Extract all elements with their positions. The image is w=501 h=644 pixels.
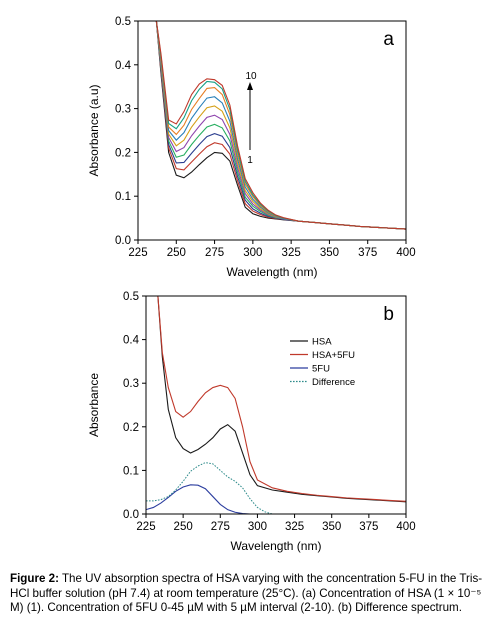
series-line-1 bbox=[155, 21, 406, 230]
x-tick-label: 350 bbox=[322, 521, 341, 533]
x-tick-label: 400 bbox=[396, 247, 415, 259]
panel-label: a bbox=[383, 29, 394, 50]
x-tick-label: 225 bbox=[128, 247, 147, 259]
series-line-difference bbox=[146, 462, 273, 514]
x-tick-label: 325 bbox=[285, 521, 304, 533]
y-tick-label: 0.0 bbox=[123, 509, 139, 521]
x-tick-label: 400 bbox=[396, 521, 415, 533]
y-tick-label: 0.2 bbox=[115, 147, 131, 159]
series-line-7 bbox=[155, 21, 406, 230]
series-line-8 bbox=[155, 21, 406, 230]
legend-label: Difference bbox=[312, 377, 355, 388]
x-tick-label: 225 bbox=[136, 521, 155, 533]
x-tick-label: 350 bbox=[320, 247, 339, 259]
legend-label: HSA+5FU bbox=[312, 350, 355, 361]
caption-lead: Figure 2: bbox=[10, 572, 59, 585]
plot-frame bbox=[145, 295, 407, 515]
annotation-arrow-head bbox=[247, 82, 253, 90]
caption-text: The UV absorption spectra of HSA varying… bbox=[10, 572, 483, 614]
x-tick-label: 375 bbox=[359, 521, 378, 533]
y-axis-label: Absorbance (a.u) bbox=[87, 84, 101, 176]
x-tick-label: 275 bbox=[205, 247, 224, 259]
series-line-6 bbox=[155, 21, 406, 230]
series-line-hsa bbox=[157, 296, 406, 503]
x-axis-label: Wavelength (nm) bbox=[231, 539, 322, 553]
figure-caption: Figure 2: The UV absorption spectra of H… bbox=[10, 572, 494, 616]
series-line-9 bbox=[155, 21, 406, 230]
series-line-10 bbox=[155, 21, 406, 230]
x-tick-label: 250 bbox=[167, 247, 186, 259]
x-axis-label: Wavelength (nm) bbox=[227, 265, 318, 279]
series-line-hsa-5fu bbox=[157, 296, 406, 502]
panel-a: 225 250 275 300 325 350 375 400 0.0 0.1 0.2 0.3 0.4 0… bbox=[87, 16, 416, 279]
y-tick-label: 0.3 bbox=[123, 378, 139, 390]
x-tick-label: 300 bbox=[248, 521, 267, 533]
y-tick-label: 0.1 bbox=[123, 465, 139, 477]
y-tick-label: 0.3 bbox=[115, 104, 131, 116]
x-tick-label: 325 bbox=[282, 247, 301, 259]
y-tick-label: 0.1 bbox=[115, 191, 131, 203]
x-tick-label: 300 bbox=[243, 247, 262, 259]
x-tick-label: 375 bbox=[358, 247, 377, 259]
figure-svg: 225 250 275 300 325 350 375 400 0.0 0.1 0.2 0.3 0.4 0… bbox=[87, 16, 416, 553]
x-tick-label: 275 bbox=[211, 521, 230, 533]
series-line-2 bbox=[155, 21, 406, 230]
annotation-label-top: 10 bbox=[245, 71, 257, 82]
annotation-label-bottom: 1 bbox=[247, 155, 253, 166]
series-line-5fu bbox=[146, 484, 251, 514]
y-tick-label: 0.0 bbox=[115, 235, 131, 247]
y-tick-label: 0.5 bbox=[123, 291, 139, 303]
legend-label: 5FU bbox=[312, 364, 330, 375]
y-tick-label: 0.2 bbox=[123, 422, 139, 434]
y-tick-label: 0.4 bbox=[115, 60, 132, 72]
y-tick-label: 0.4 bbox=[123, 335, 140, 347]
x-tick-label: 250 bbox=[174, 521, 193, 533]
y-axis-label: Absorbance bbox=[87, 373, 101, 437]
panel-label: b bbox=[383, 304, 394, 325]
series-line-5 bbox=[155, 21, 406, 230]
series-line-4 bbox=[155, 21, 406, 230]
panel-b: 225 250 275 300 325 350 375 400 0.0 0.1 0.2 0.3 0.4 0… bbox=[87, 291, 416, 553]
series-line-3 bbox=[155, 21, 406, 230]
y-tick-label: 0.5 bbox=[115, 16, 131, 28]
legend-label: HSA bbox=[312, 337, 332, 348]
plot-frame bbox=[137, 20, 407, 241]
